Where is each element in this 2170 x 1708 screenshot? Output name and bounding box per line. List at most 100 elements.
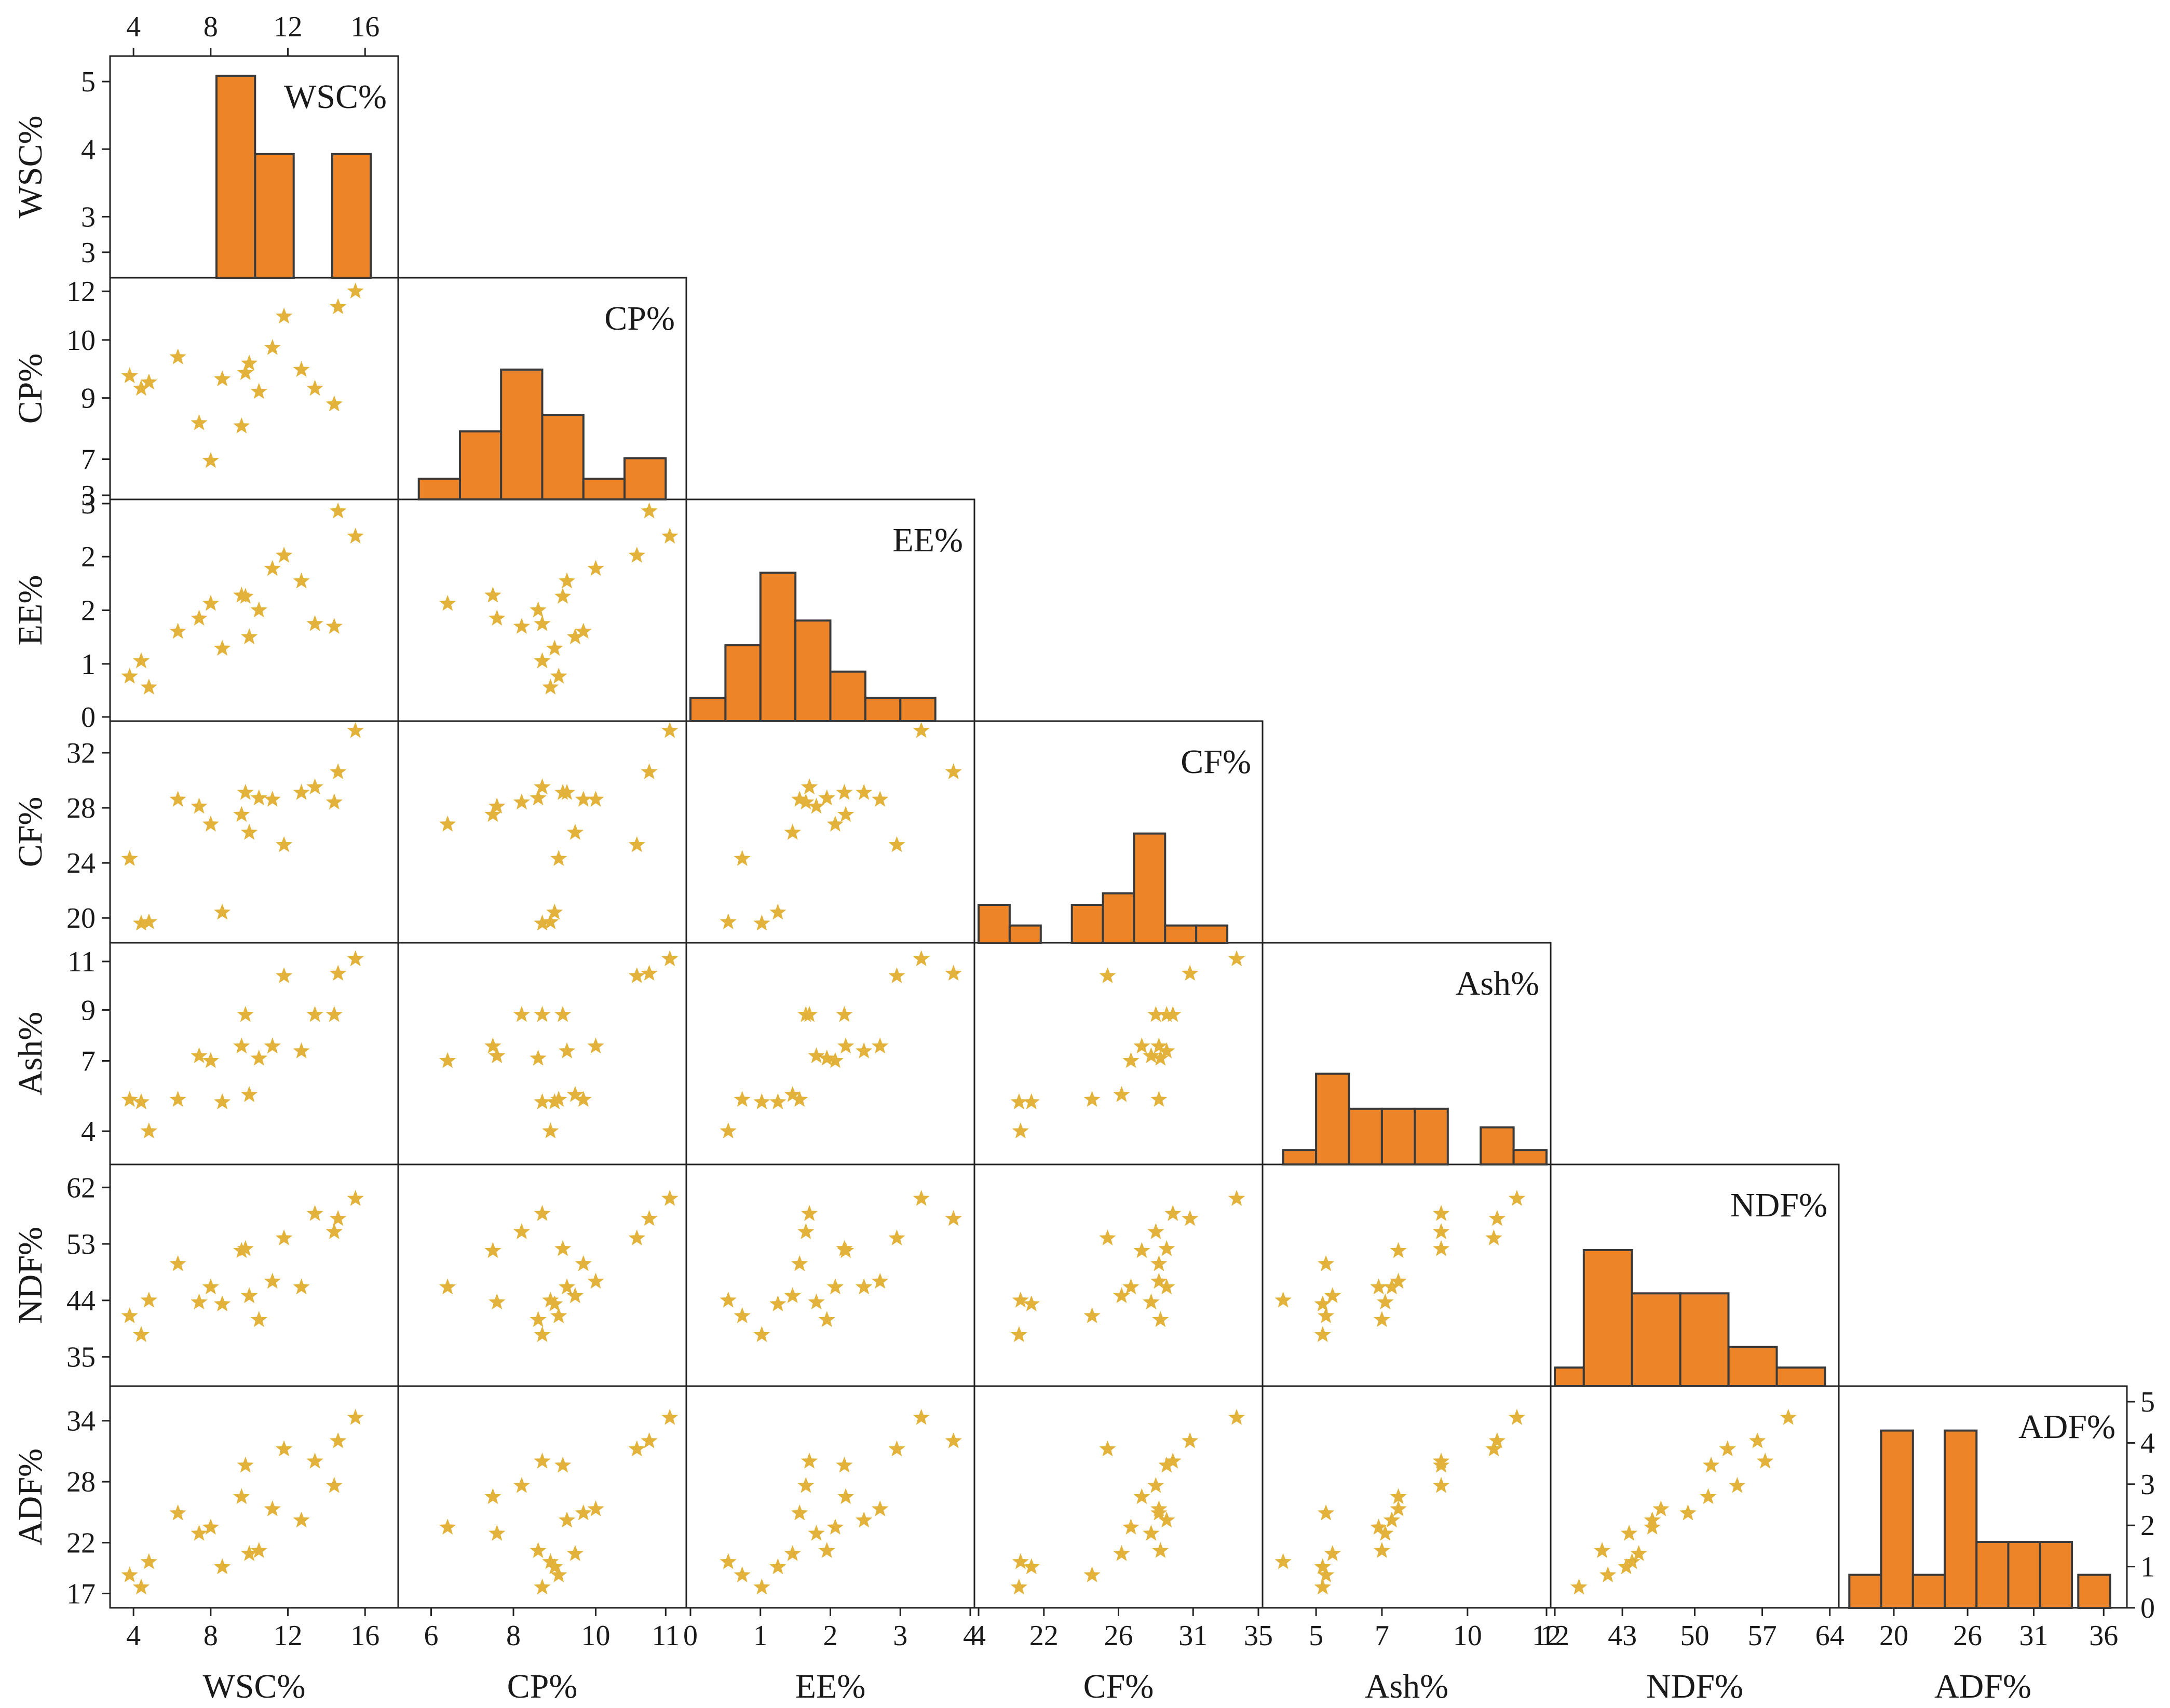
scatter-adf-vs-ee [720, 1408, 962, 1595]
point-cp-wsc-4 [191, 414, 208, 430]
ytick-label-wsc-3: 5 [81, 66, 96, 98]
point-ash-cf-8 [1158, 1006, 1175, 1022]
ytick-label-cp-2: 9 [81, 383, 96, 415]
point-ndf-ee-5 [826, 1278, 844, 1295]
point-adf-wsc-10 [250, 1542, 267, 1558]
hist-bar-ndf-5 [1775, 1366, 1826, 1388]
point-cf-cp-0 [550, 850, 567, 866]
point-cp-wsc-14 [306, 379, 323, 396]
point-ash-cp-17 [661, 950, 679, 967]
x-axis-label-ndf: NDF% [1646, 1668, 1743, 1705]
point-ndf-ee-8 [836, 1240, 853, 1256]
xtick-label-wsc-2: 12 [274, 1620, 303, 1652]
point-cf-cp-13 [558, 783, 576, 800]
point-ash-ee-0 [734, 1091, 751, 1107]
top-tick-label-0: 4 [126, 11, 141, 43]
point-cp-wsc-0 [121, 367, 138, 384]
point-ee-cp-5 [439, 594, 456, 611]
point-cp-wsc-12 [275, 307, 293, 324]
x-axis-label-cp: CP% [507, 1668, 578, 1705]
right-tick-label-3: 3 [2140, 1469, 2155, 1501]
point-ndf-ee-1 [753, 1326, 770, 1343]
point-ash-ee-13 [856, 1042, 873, 1059]
point-adf-cf-9 [1113, 1545, 1130, 1561]
point-cp-wsc-17 [347, 282, 364, 299]
diagonal-label-ash: Ash% [1456, 965, 1539, 1002]
point-ee-wsc-16 [330, 502, 347, 519]
xtick-label-ash-1: 7 [1375, 1620, 1389, 1652]
point-adf-cf-5 [1122, 1519, 1140, 1535]
point-ndf-cp-6 [546, 1295, 563, 1311]
point-cp-wsc-13 [293, 361, 310, 377]
hist-bar-ash-4 [1414, 1107, 1449, 1166]
point-adf-ee-7 [837, 1488, 855, 1504]
point-ash-wsc-0 [121, 1091, 138, 1107]
point-ndf-cf-12 [1099, 1229, 1116, 1245]
point-ndf-cp-3 [575, 1255, 592, 1271]
scatter-cp-vs-wsc [121, 282, 364, 468]
point-ash-cp-11 [587, 1037, 604, 1054]
point-adf-ash-6 [1314, 1558, 1331, 1575]
ytick-label-wsc-1: 3 [81, 201, 96, 233]
panel-frame-adf-ash [1262, 1385, 1552, 1609]
point-ash-cf-0 [1083, 1091, 1101, 1107]
point-adf-ndf-17 [1780, 1408, 1797, 1425]
point-ee-cp-6 [546, 640, 563, 656]
y-axis-label-wsc: WSC% [11, 116, 49, 219]
point-ndf-cf-14 [1164, 1205, 1182, 1221]
point-ash-ee-3 [791, 1091, 808, 1107]
point-cf-wsc-8 [237, 783, 254, 800]
point-ndf-ee-14 [801, 1205, 818, 1221]
point-cp-wsc-9 [241, 355, 258, 371]
point-ash-wsc-16 [330, 965, 347, 981]
point-ndf-cf-7 [1133, 1242, 1150, 1258]
scatter-adf-vs-ndf [1570, 1408, 1797, 1595]
point-ndf-wsc-4 [191, 1293, 208, 1310]
point-ndf-ee-0 [734, 1307, 751, 1323]
diagonal-label-cp: CP% [604, 300, 675, 337]
ytick-label-cf-0: 20 [66, 902, 96, 934]
point-ee-wsc-11 [264, 560, 281, 576]
point-adf-ash-4 [1377, 1525, 1394, 1541]
panel-frame-ndf-cf [973, 1163, 1264, 1387]
point-ash-cf-1 [1010, 1093, 1027, 1109]
point-ash-wsc-11 [264, 1037, 281, 1054]
point-adf-ash-0 [1318, 1566, 1335, 1582]
point-cf-ee-3 [791, 791, 808, 807]
point-ndf-wsc-15 [326, 1223, 343, 1239]
point-cp-wsc-16 [330, 298, 347, 315]
point-ndf-cp-8 [554, 1240, 572, 1256]
point-cp-wsc-3 [169, 348, 186, 364]
point-cf-wsc-7 [233, 806, 250, 822]
point-ndf-ee-4 [808, 1293, 825, 1310]
point-cf-wsc-13 [293, 783, 310, 800]
point-ndf-cp-5 [439, 1278, 456, 1295]
point-cf-ee-12 [888, 836, 905, 852]
point-cf-ee-0 [734, 850, 751, 866]
point-ee-cp-7 [484, 587, 501, 603]
hist-bar-cf-5 [1164, 924, 1198, 944]
point-ash-wsc-3 [169, 1091, 186, 1107]
point-ndf-wsc-8 [237, 1240, 254, 1256]
point-adf-cf-1 [1010, 1578, 1027, 1595]
scatter-ash-vs-cf [1010, 950, 1245, 1138]
hist-bar-ndf-0 [1554, 1366, 1585, 1388]
point-ndf-cf-13 [1158, 1278, 1175, 1295]
hist-bar-adf-5 [2007, 1541, 2041, 1609]
point-ndf-cf-9 [1113, 1287, 1130, 1304]
point-adf-cf-0 [1083, 1566, 1101, 1582]
point-ndf-wsc-11 [264, 1272, 281, 1289]
point-ndf-ee-16 [945, 1210, 962, 1226]
xtick-label-cf-4: 35 [1244, 1620, 1273, 1652]
point-cf-ee-17 [913, 722, 930, 738]
histogram-wsc [215, 74, 372, 279]
point-adf-cp-11 [587, 1500, 604, 1516]
point-ndf-cf-15 [1147, 1223, 1164, 1239]
point-cp-wsc-10 [250, 383, 267, 399]
point-cf-ee-4 [808, 797, 825, 814]
xtick-label-wsc-1: 8 [204, 1620, 218, 1652]
point-ndf-ash-17 [1508, 1190, 1526, 1206]
point-ndf-ash-0 [1318, 1307, 1335, 1323]
scatter-ee-vs-wsc [121, 502, 364, 695]
point-ndf-wsc-12 [275, 1229, 293, 1245]
